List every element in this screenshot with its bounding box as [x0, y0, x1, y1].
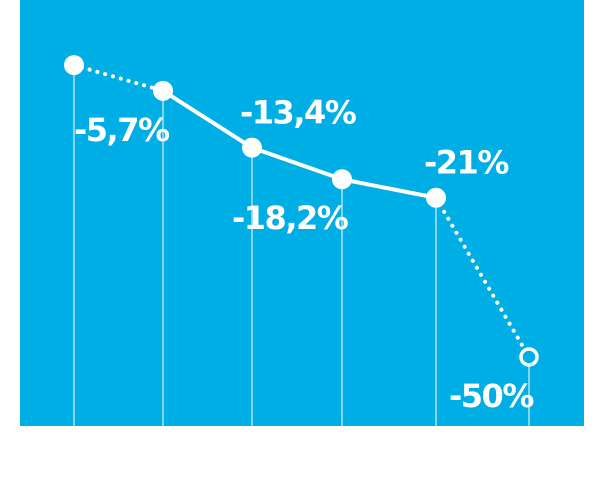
- data-label-0: -5,7%: [74, 111, 170, 149]
- line-chart: -5,7% -13,4% -18,2% -21% -50%: [64, 55, 539, 426]
- data-point-2: [242, 137, 262, 158]
- line-segment-1: [161, 88, 254, 150]
- data-label-3: -21%: [424, 144, 509, 182]
- data-label-1: -13,4%: [240, 94, 357, 132]
- data-label-2: -18,2%: [232, 199, 349, 237]
- data-point-4: [426, 187, 446, 208]
- data-point-1: [153, 80, 173, 101]
- line-segment-4: [434, 195, 531, 359]
- data-point-0: [64, 55, 84, 76]
- line-segment-3: [340, 177, 438, 200]
- data-label-4: -50%: [449, 377, 534, 415]
- chart-panel: -5,7% -13,4% -18,2% -21% -50%: [20, 0, 584, 426]
- data-point-5: [519, 347, 539, 367]
- line-segment-2: [250, 145, 344, 182]
- data-point-3: [332, 169, 352, 190]
- line-segment-0: [72, 63, 165, 93]
